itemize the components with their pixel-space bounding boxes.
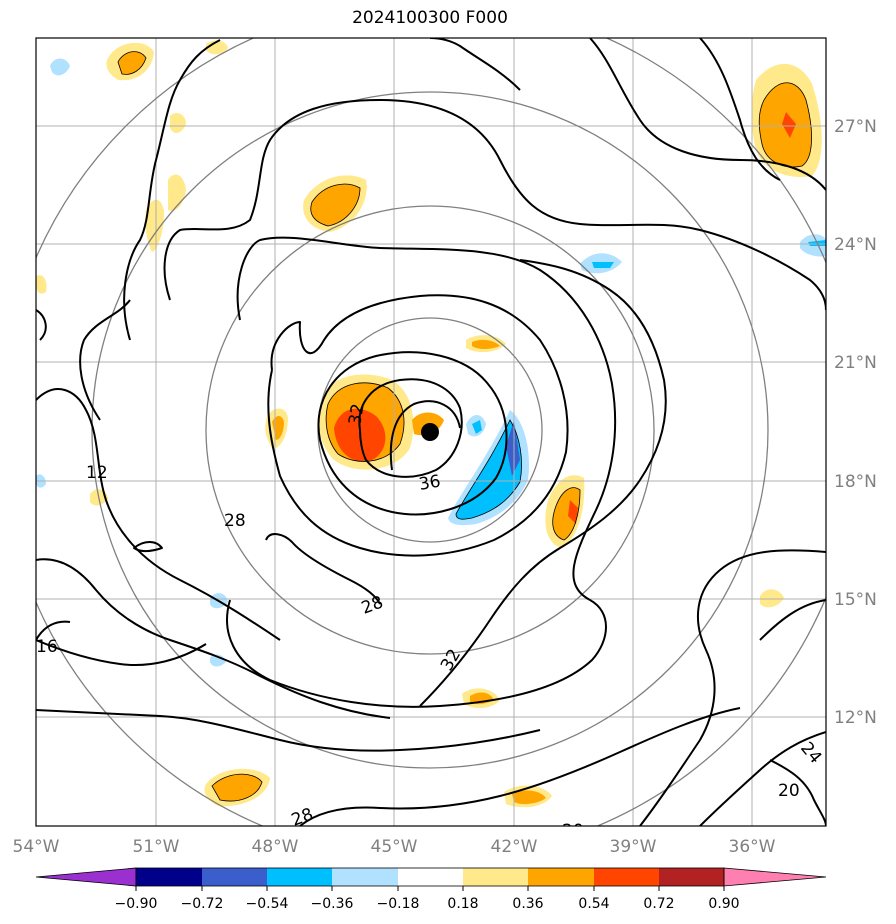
colorbar-segment [659,868,724,886]
contour-label: 12 [86,463,108,483]
colorbar-extend-low [35,867,137,887]
contour-label: 32 [345,402,368,427]
colorbar-extend-high [723,867,827,887]
colorbar-segment [594,868,659,886]
lat-tick-labels: 12°N 15°N 18°N 21°N 24°N 27°N [834,117,877,728]
storm-center-marker [421,423,439,441]
lon-tick-label: 51°W [133,837,180,857]
colorbar-segment [332,868,398,886]
map-frame [35,37,827,827]
contour-label: 20 [778,781,800,801]
colorbar-label: −0.18 [377,896,420,912]
lat-tick-label: 18°N [834,472,877,492]
map-title: 2024100300 F000 [352,8,508,28]
lat-tick-label: 27°N [834,117,877,137]
contour-label: 20 [562,821,584,841]
colorbar-label: −0.90 [115,896,158,912]
lon-tick-label: 39°W [610,837,657,857]
colorbar-segment [463,868,528,886]
colorbar-segment [267,868,332,886]
colorbar-label: 0.90 [708,896,739,912]
lat-tick-label: 21°N [834,353,877,373]
lon-tick-label: 42°W [491,837,538,857]
colorbar-segment [202,868,267,886]
contour-lines [36,38,826,826]
colorbar-label: 0.18 [447,896,478,912]
contour-label: 16 [36,637,58,657]
contour-inner-spiral [389,400,461,471]
lon-tick-label: 48°W [252,837,299,857]
colorbar: −0.90 −0.72 −0.54 −0.36 −0.18 0.18 0.36 … [35,867,827,912]
colorbar-label: 0.72 [643,896,674,912]
contour-label: 28 [289,805,316,831]
contour-label: 36 [417,471,442,494]
lon-tick-label: 45°W [371,837,418,857]
anomaly-outlines [117,51,812,802]
lon-tick-labels: 54°W 51°W 48°W 45°W 42°W 39°W 36°W [13,837,776,857]
colorbar-label: −0.54 [246,896,289,912]
colorbar-label: 0.36 [512,896,543,912]
contour-36 [358,378,463,478]
colorbar-segment [136,868,202,886]
lon-tick-label: 54°W [13,837,60,857]
colorbar-label: −0.72 [181,896,224,912]
contour-32 [317,351,508,516]
contour-label: 28 [224,511,246,531]
colorbar-label: −0.36 [311,896,354,912]
lat-tick-label: 24°N [834,235,877,255]
graticule [36,38,826,826]
colorbar-segment [398,868,463,886]
lon-tick-label: 36°W [729,837,776,857]
colorbar-segment [528,868,594,886]
lat-tick-label: 12°N [834,708,877,728]
lat-tick-label: 15°N [834,590,877,610]
colorbar-label: 0.54 [578,896,609,912]
